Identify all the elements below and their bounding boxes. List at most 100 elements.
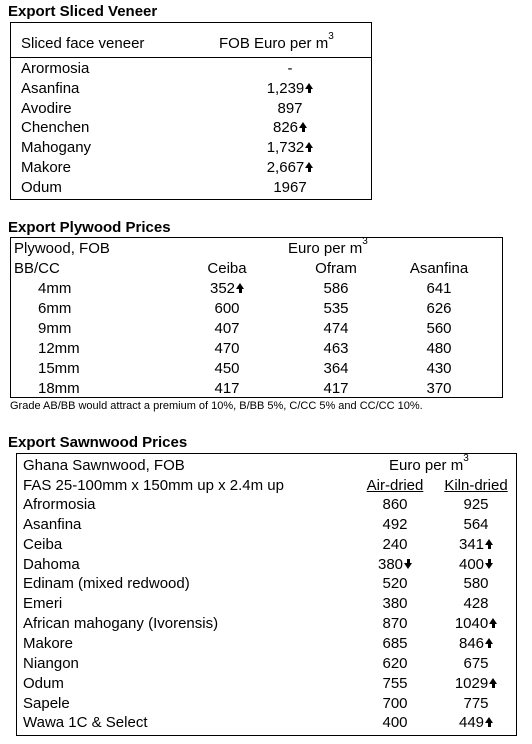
air-dried-price: 492 [355, 515, 435, 535]
arrow-up-icon [305, 82, 314, 93]
species-name-text: Afrormosia [23, 496, 96, 513]
kiln-dried-price: 925 [436, 495, 516, 515]
species-name: Dahoma [23, 555, 80, 575]
kiln-dried-price-text: 341 [458, 535, 485, 553]
table-row: Odum 1967 [11, 178, 371, 198]
asanfina-price-text: 560 [426, 320, 452, 337]
arrow-down-icon [485, 558, 494, 569]
species-name-text: Makore [21, 159, 72, 176]
arrow-up-icon [485, 717, 494, 728]
air-dried-price-text: 400 [382, 714, 408, 732]
plywood-title: Export Plywood Prices [8, 219, 171, 236]
species-name-text: Chenchen [21, 119, 90, 137]
thickness-text: 12mm [38, 340, 80, 357]
species-name-text: Arormosia [21, 60, 90, 77]
species-name: Edinam (mixed redwood) [23, 574, 190, 594]
table-row: 18mm 417 417 370 [11, 379, 502, 399]
ceiba-price: 352 [187, 279, 267, 299]
price-cell: 1967 [225, 178, 355, 198]
thickness: 9mm [38, 319, 71, 339]
air-dried-price-text: 700 [382, 694, 408, 712]
kiln-dried-price-text: 428 [463, 595, 489, 613]
air-dried-price-text: 520 [382, 575, 408, 593]
species-name-text: Niangon [23, 654, 79, 672]
table-row: 6mm 600 535 626 [11, 299, 502, 319]
price-cell-text: 1,732 [266, 139, 305, 157]
air-dried-price-text: 685 [382, 634, 408, 652]
arrow-up-icon [305, 142, 314, 153]
species-name-text: African mahogany (Ivorensis) [23, 615, 219, 633]
ofram-price: 463 [296, 339, 376, 359]
ofram-price: 364 [296, 359, 376, 379]
price-cell-text: - [287, 60, 293, 77]
air-dried-price: 400 [355, 713, 435, 733]
arrow-up-icon [489, 618, 498, 629]
species-name: Niangon [23, 654, 79, 674]
air-dried-price-text: 380 [382, 595, 408, 613]
kiln-dried-price-text: 925 [463, 496, 489, 513]
species-name: Makore [21, 158, 71, 178]
sawnwood-col-kiln: Kiln-dried [444, 477, 508, 494]
species-name-text: Asanfina [23, 515, 82, 533]
price-cell-text: 1967 [273, 178, 307, 196]
table-row: Odum 755 1029 [17, 674, 516, 694]
kiln-dried-price-text: 775 [463, 694, 489, 712]
plywood-unit: Euro per m3 [288, 236, 368, 258]
ofram-price: 417 [296, 379, 376, 399]
ceiba-price-text: 450 [214, 360, 240, 377]
plywood-label: Plywood, FOB [14, 240, 110, 257]
asanfina-price-text: 480 [426, 340, 452, 357]
kiln-dried-price-text: 675 [463, 654, 489, 672]
table-row: Sapele 700 775 [17, 694, 516, 714]
price-cell: 2,667 [225, 158, 355, 178]
sawnwood-unit: Euro per m3 [389, 453, 469, 475]
price-cell: 1,239 [225, 79, 355, 99]
ceiba-price-text: 407 [214, 320, 240, 337]
kiln-dried-price: 341 [436, 535, 516, 555]
ofram-price-text: 364 [323, 360, 349, 377]
ofram-price: 586 [296, 279, 376, 299]
species-name: Emeri [23, 594, 62, 614]
air-dried-price: 240 [355, 535, 435, 555]
sawnwood-header-row1: Ghana Sawnwood, FOB Euro per m3 [17, 453, 516, 476]
species-name: Afrormosia [23, 495, 96, 515]
ceiba-price-text: 417 [214, 380, 240, 397]
price-cell-text: 2,667 [266, 159, 305, 176]
veneer-table: Sliced face veneer FOB Euro per m3 Arorm… [10, 22, 372, 200]
air-dried-price-text: 620 [382, 654, 408, 672]
table-row: 4mm 352 586 641 [11, 279, 502, 299]
table-row: Arormosia - [11, 59, 371, 79]
thickness-text: 18mm [38, 380, 80, 397]
ofram-price: 474 [296, 319, 376, 339]
ofram-price-text: 463 [323, 340, 349, 357]
kiln-dried-price: 400 [436, 555, 516, 575]
kiln-dried-price: 1029 [436, 674, 516, 694]
species-name-text: Ceiba [23, 535, 63, 553]
species-name: Odum [21, 178, 62, 198]
kiln-dried-price-text: 1029 [454, 674, 489, 692]
table-row: 12mm 470 463 480 [11, 339, 502, 359]
asanfina-price-text: 626 [426, 300, 452, 317]
species-name-text: Emeri [23, 595, 63, 613]
air-dried-price: 700 [355, 694, 435, 714]
table-row: Makore 2,667 [11, 158, 371, 178]
kiln-dried-price: 564 [436, 515, 516, 535]
price-cell-text: 1,239 [266, 79, 305, 97]
species-name: African mahogany (Ivorensis) [23, 614, 218, 634]
table-row: Mahogany 1,732 [11, 138, 371, 158]
thickness: 4mm [38, 279, 71, 299]
species-name: Mahogany [21, 138, 91, 158]
species-name-text: Dahoma [23, 555, 80, 573]
species-name: Odum [23, 674, 64, 694]
kiln-dried-price: 775 [436, 694, 516, 714]
kiln-dried-price: 428 [436, 594, 516, 614]
kiln-dried-price-text: 400 [458, 555, 485, 573]
table-row: Edinam (mixed redwood) 520 580 [17, 574, 516, 594]
sawnwood-header-row2: FAS 25-100mm x 150mm up x 2.4m up Air-dr… [17, 476, 516, 496]
price-cell-text: 826 [272, 119, 299, 137]
ceiba-price: 470 [187, 339, 267, 359]
air-dried-price-text: 870 [382, 615, 408, 633]
species-name: Ceiba [23, 535, 62, 555]
table-row: Wawa 1C & Select 400 449 [17, 713, 516, 733]
veneer-divider [11, 57, 371, 58]
